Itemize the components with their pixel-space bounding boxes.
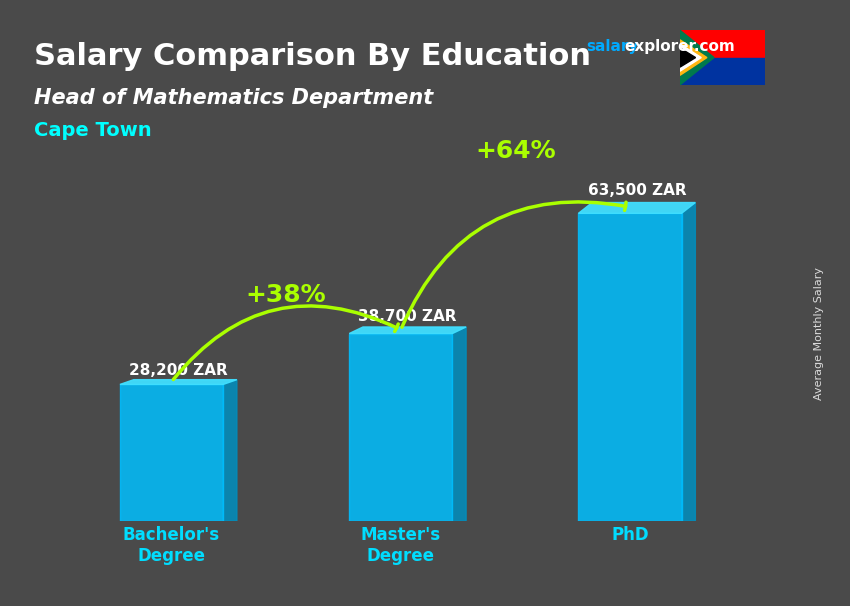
Text: +38%: +38% — [246, 284, 326, 307]
Text: 28,200 ZAR: 28,200 ZAR — [129, 362, 228, 378]
Text: +64%: +64% — [475, 139, 556, 162]
Bar — [680, 58, 765, 85]
Polygon shape — [682, 202, 695, 521]
Polygon shape — [680, 48, 695, 67]
Polygon shape — [349, 327, 466, 333]
Polygon shape — [452, 327, 466, 521]
Text: explorer.com: explorer.com — [625, 39, 735, 55]
Bar — [349, 333, 452, 521]
Text: 38,700 ZAR: 38,700 ZAR — [359, 309, 457, 324]
Text: 63,500 ZAR: 63,500 ZAR — [587, 183, 686, 198]
Polygon shape — [680, 40, 707, 75]
Bar — [680, 30, 765, 58]
Text: salary: salary — [586, 39, 639, 55]
Polygon shape — [579, 202, 695, 213]
Polygon shape — [680, 44, 701, 72]
Text: Average Monthly Salary: Average Monthly Salary — [814, 267, 824, 400]
Text: Head of Mathematics Department: Head of Mathematics Department — [34, 88, 434, 108]
Bar — [579, 213, 682, 521]
Text: Salary Comparison By Education: Salary Comparison By Education — [34, 42, 591, 72]
Bar — [120, 384, 223, 521]
Polygon shape — [120, 380, 237, 384]
Polygon shape — [680, 30, 714, 85]
Text: Cape Town: Cape Town — [34, 121, 151, 140]
Polygon shape — [223, 380, 237, 521]
